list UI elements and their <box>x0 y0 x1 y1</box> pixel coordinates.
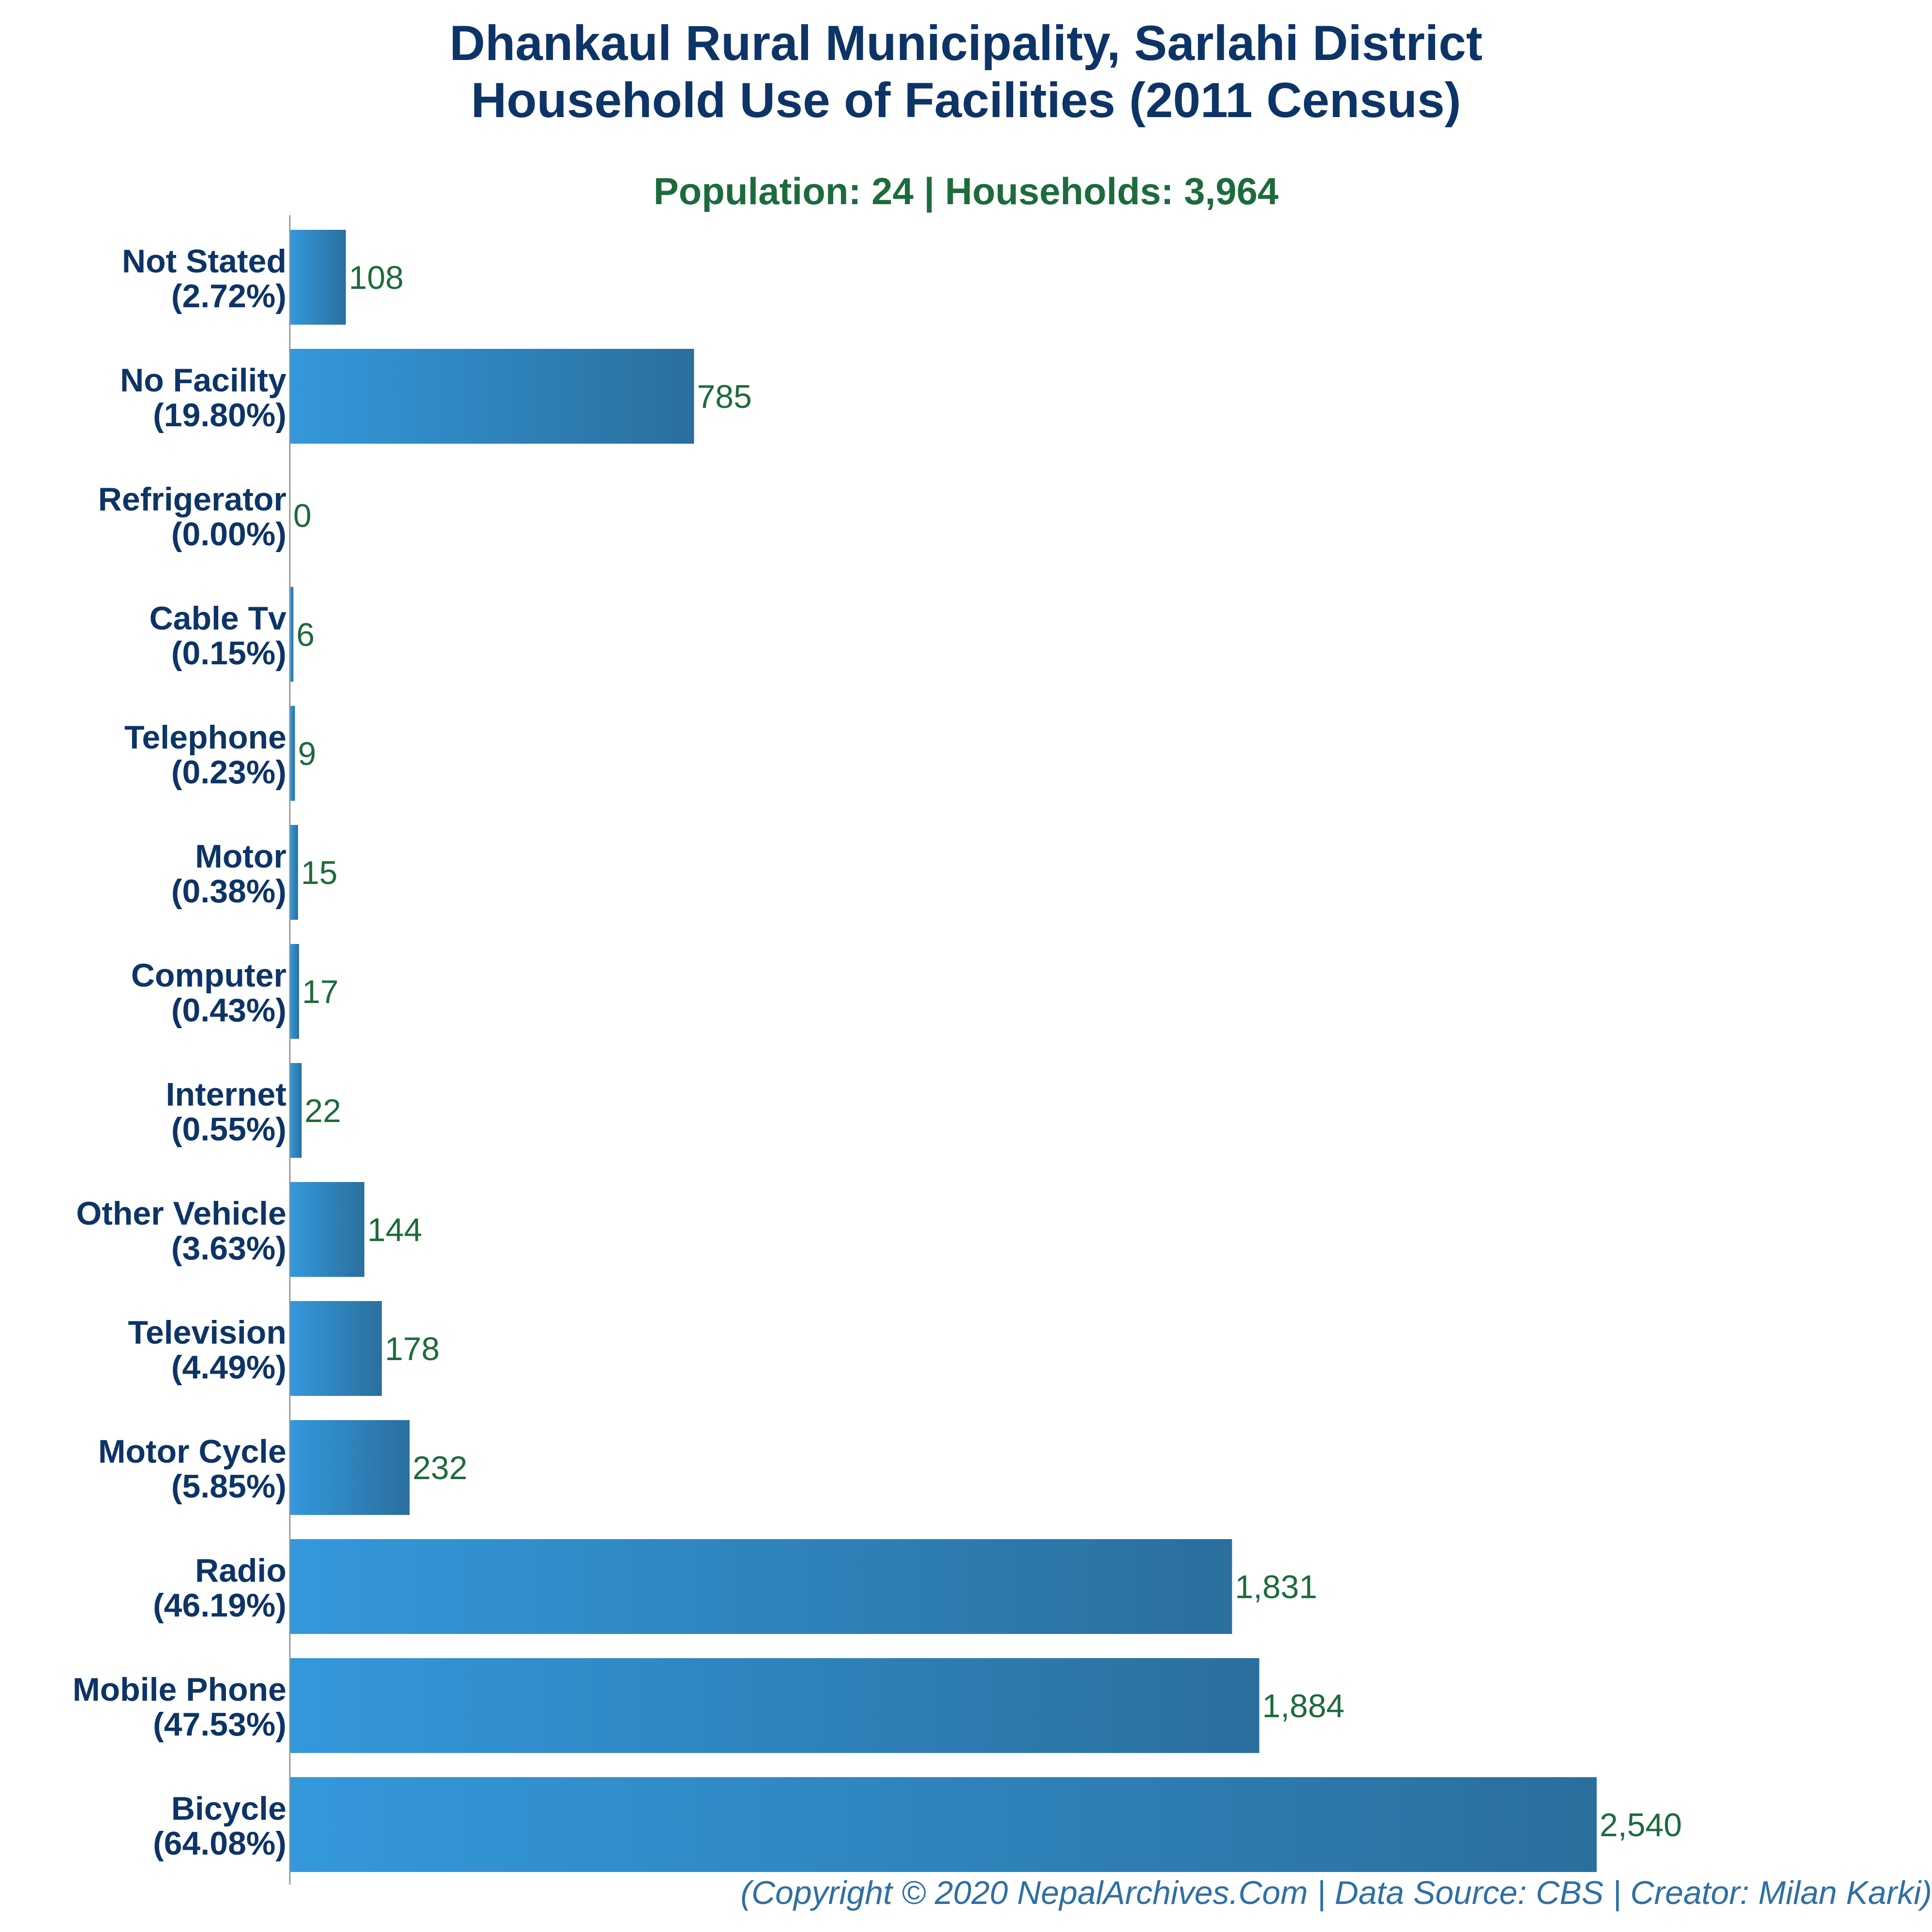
value-label: 0 <box>293 497 312 534</box>
category-label: Telephone <box>124 719 286 756</box>
category-label: Cable Tv <box>150 600 287 637</box>
chart-title-line-1: Dhankaul Rural Municipality, Sarlahi Dis… <box>449 15 1483 71</box>
value-label: 1,884 <box>1262 1688 1345 1724</box>
bar-group-telephone: Telephone(0.23%) 9 <box>124 706 316 801</box>
category-label: Bicycle <box>171 1790 286 1827</box>
category-label: Not Stated <box>122 243 286 280</box>
value-label: 178 <box>385 1331 439 1367</box>
value-label: 15 <box>301 854 338 891</box>
chart-title: Dhankaul Rural Municipality, Sarlahi Dis… <box>0 15 1932 129</box>
bar-group-cable-tv: Cable Tv(0.15%) 6 <box>150 587 315 682</box>
category-percent-label: (46.19%) <box>153 1587 286 1624</box>
footer-credit: (Copyright © 2020 NepalArchives.Com | Da… <box>740 1874 1932 1911</box>
category-label: Motor Cycle <box>98 1433 286 1470</box>
value-label: 2,540 <box>1600 1807 1682 1843</box>
value-label: 22 <box>304 1093 341 1129</box>
bar-bicycle <box>290 1777 1597 1872</box>
bar-group-motor-cycle: Motor Cycle(5.85%) 232 <box>98 1420 467 1515</box>
category-percent-label: (0.23%) <box>171 754 286 791</box>
bar-motor-cycle <box>290 1420 410 1515</box>
category-percent-label: (64.08%) <box>153 1825 286 1862</box>
value-label: 144 <box>367 1212 422 1248</box>
category-label: Motor <box>195 838 286 875</box>
bar-no-facility <box>290 349 694 444</box>
category-label: Mobile Phone <box>73 1671 286 1708</box>
bars: Not Stated(2.72%) 108 No Facility(19.80%) 7… <box>73 230 1682 1872</box>
category-percent-label: (19.80%) <box>153 397 286 434</box>
value-label: 1,831 <box>1235 1569 1317 1605</box>
bar-group-other-vehicle: Other Vehicle(3.63%) 144 <box>76 1182 422 1277</box>
bar-group-motor: Motor(0.38%) 15 <box>171 825 338 920</box>
bar-radio <box>290 1539 1232 1634</box>
category-percent-label: (2.72%) <box>171 278 286 315</box>
bar-telephone <box>290 706 295 801</box>
category-percent-label: (0.38%) <box>171 873 286 910</box>
value-label: 785 <box>697 378 751 415</box>
bar-group-no-facility: No Facility(19.80%) 785 <box>120 349 752 444</box>
chart-subtitle: Population: 24 | Households: 3,964 <box>653 170 1279 212</box>
bar-group-television: Television(4.49%) 178 <box>128 1301 440 1396</box>
value-label: 6 <box>296 616 315 653</box>
bar-group-mobile-phone: Mobile Phone(47.53%) 1,884 <box>73 1658 1345 1753</box>
category-label: Television <box>128 1314 286 1351</box>
category-percent-label: (5.85%) <box>171 1468 286 1505</box>
category-label: Computer <box>131 957 286 994</box>
bar-cable-tv <box>290 587 294 682</box>
category-percent-label: (0.15%) <box>171 635 286 672</box>
category-label: Other Vehicle <box>76 1195 286 1232</box>
category-percent-label: (3.63%) <box>171 1230 286 1267</box>
value-label: 9 <box>298 735 316 772</box>
category-label: No Facility <box>120 362 286 399</box>
bar-group-not-stated: Not Stated(2.72%) 108 <box>122 230 404 325</box>
category-percent-label: (0.43%) <box>171 992 286 1029</box>
chart-title-line-2: Household Use of Facilities (2011 Census… <box>471 73 1461 128</box>
bar-not-stated <box>290 230 346 325</box>
bar-group-refrigerator: Refrigerator(0.00%) 0 <box>98 481 312 553</box>
category-percent-label: (4.49%) <box>171 1349 286 1386</box>
bar-group-bicycle: Bicycle(64.08%) 2,540 <box>153 1777 1682 1872</box>
value-label: 232 <box>413 1450 467 1486</box>
category-percent-label: (47.53%) <box>153 1706 286 1743</box>
bar-mobile-phone <box>290 1658 1259 1753</box>
category-percent-label: (0.00%) <box>171 516 286 553</box>
category-percent-label: (0.55%) <box>171 1111 286 1148</box>
category-label: Refrigerator <box>98 481 286 518</box>
bar-motor <box>290 825 298 920</box>
category-label: Internet <box>166 1076 286 1113</box>
bar-group-internet: Internet(0.55%) 22 <box>166 1063 341 1158</box>
bar-internet <box>290 1063 302 1158</box>
value-label: 108 <box>349 259 404 296</box>
category-label: Radio <box>195 1552 286 1589</box>
bar-other-vehicle <box>290 1182 365 1277</box>
bar-group-computer: Computer(0.43%) 17 <box>131 944 339 1039</box>
bar-television <box>290 1301 382 1396</box>
value-label: 17 <box>302 973 339 1010</box>
bar-group-radio: Radio(46.19%) 1,831 <box>153 1539 1318 1634</box>
bar-computer <box>290 944 300 1039</box>
